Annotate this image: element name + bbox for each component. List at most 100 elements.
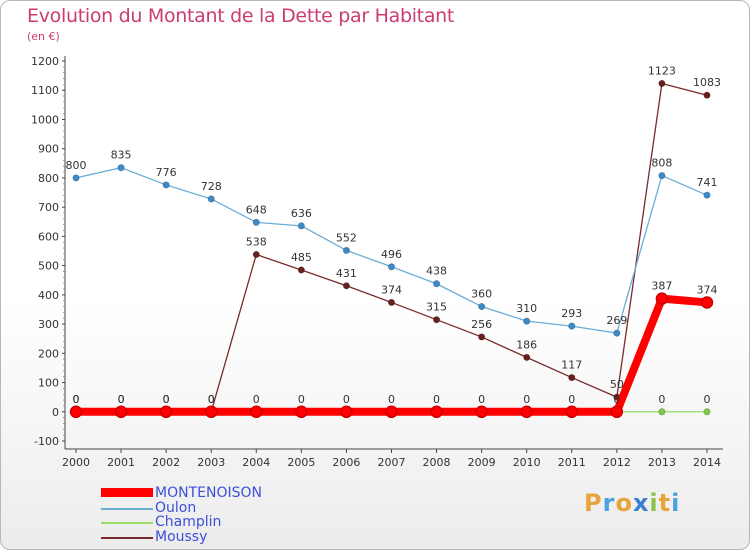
data-label-oulon: 310	[516, 302, 537, 315]
data-label-champlin: 0	[388, 393, 395, 406]
data-label-moussy: 0	[118, 393, 125, 406]
data-label-oulon: 269	[606, 314, 627, 327]
x-tick-label: 2001	[107, 456, 135, 469]
data-label-oulon: 776	[156, 166, 177, 179]
data-point-oulon	[432, 280, 441, 288]
data-label-moussy: 374	[381, 283, 402, 296]
data-point-oulon	[162, 181, 170, 189]
chart-unit-label: (en €)	[27, 30, 60, 43]
data-label-champlin: 0	[613, 393, 620, 406]
data-label-champlin: 0	[658, 393, 665, 406]
logo-letter: o	[615, 489, 633, 517]
data-point-montenoison	[204, 405, 218, 419]
data-point-oulon	[613, 329, 621, 337]
data-label-champlin: 0	[703, 393, 710, 406]
x-tick-label: 2003	[197, 456, 225, 469]
logo-letter: i	[649, 489, 659, 517]
data-point-moussy	[387, 298, 396, 307]
x-tick-label: 2000	[62, 456, 90, 469]
data-point-oulon	[387, 263, 396, 271]
data-point-moussy	[568, 373, 576, 382]
data-label-oulon: 636	[291, 207, 312, 220]
data-point-oulon	[703, 191, 711, 199]
data-point-oulon	[568, 322, 576, 330]
data-point-oulon	[658, 171, 666, 180]
data-point-moussy	[252, 250, 260, 259]
data-label-oulon: 438	[426, 265, 447, 278]
data-point-montenoison	[114, 405, 128, 419]
data-point-champlin	[658, 408, 666, 416]
data-point-montenoison	[340, 405, 353, 419]
data-label-oulon: 552	[336, 231, 357, 244]
data-point-montenoison	[159, 405, 173, 419]
data-label-moussy: 50	[610, 378, 624, 391]
logo-letter: x	[632, 489, 650, 517]
data-label-moussy: 485	[291, 251, 312, 264]
x-tick-label: 2002	[152, 456, 180, 469]
data-point-moussy	[478, 333, 486, 341]
data-label-montenoison: 374	[696, 283, 717, 296]
y-tick-label: 200	[38, 347, 59, 360]
data-point-oulon	[207, 195, 215, 203]
data-point-montenoison	[69, 405, 83, 419]
logo-letter: P	[584, 489, 603, 517]
data-label-moussy: 315	[426, 301, 447, 314]
data-point-montenoison	[700, 296, 714, 309]
logo-letter: r	[602, 489, 616, 517]
legend-label-moussy: Moussy	[155, 528, 208, 545]
data-point-moussy	[432, 316, 441, 324]
data-point-oulon	[342, 246, 351, 255]
data-point-montenoison	[250, 405, 263, 419]
data-point-montenoison	[655, 292, 669, 305]
x-tick-label: 2008	[423, 456, 451, 469]
x-tick-label: 2009	[468, 456, 496, 469]
proxiti-logo: Proxiti	[584, 489, 680, 517]
data-point-moussy	[297, 266, 305, 274]
data-label-oulon: 293	[561, 307, 582, 320]
data-label-champlin: 0	[118, 393, 125, 406]
data-label-oulon: 728	[201, 180, 222, 193]
data-point-moussy	[703, 91, 711, 99]
legend-swatch-oulon	[101, 507, 153, 510]
legend-swatch-champlin	[101, 522, 153, 524]
data-label-champlin: 0	[523, 393, 530, 406]
x-tick-label: 2006	[332, 456, 360, 469]
data-label-champlin: 0	[343, 393, 350, 406]
y-tick-label: 300	[38, 318, 59, 331]
x-tick-label: 2013	[648, 456, 676, 469]
y-tick-label: 100	[38, 377, 59, 390]
legend-swatch-moussy	[101, 536, 153, 539]
data-label-moussy: 431	[336, 267, 357, 280]
data-label-moussy: 0	[73, 393, 80, 406]
y-tick-label: 700	[38, 201, 59, 214]
data-label-moussy: 256	[471, 318, 492, 331]
data-point-montenoison	[565, 405, 579, 419]
data-label-oulon: 496	[381, 248, 402, 261]
chart-title: Evolution du Montant de la Dette par Hab…	[27, 5, 455, 27]
data-point-montenoison	[520, 405, 533, 419]
x-tick-label: 2011	[558, 456, 586, 469]
data-label-moussy: 186	[516, 338, 537, 351]
x-tick-label: 2007	[377, 456, 405, 469]
data-label-moussy: 1123	[648, 65, 676, 78]
legend-swatch-montenoison	[101, 488, 153, 497]
x-tick-label: 2004	[242, 456, 270, 469]
y-tick-label: 1200	[31, 55, 59, 68]
data-point-moussy	[658, 79, 666, 88]
data-point-montenoison	[475, 405, 488, 419]
data-label-champlin: 0	[163, 393, 170, 406]
data-point-montenoison	[610, 405, 624, 419]
y-tick-label: 800	[38, 172, 59, 185]
data-point-oulon	[523, 317, 531, 325]
legend-label-champlin: Champlin	[155, 514, 222, 530]
y-tick-label: 500	[38, 260, 59, 273]
data-label-moussy: 0	[163, 393, 170, 406]
data-point-oulon	[252, 218, 260, 226]
logo-letter: i	[671, 489, 681, 517]
data-point-moussy	[342, 282, 351, 290]
data-label-oulon: 835	[111, 149, 132, 162]
data-label-champlin: 0	[298, 393, 305, 406]
legend-label-oulon: Oulon	[155, 499, 197, 516]
data-label-oulon: 741	[696, 176, 717, 189]
